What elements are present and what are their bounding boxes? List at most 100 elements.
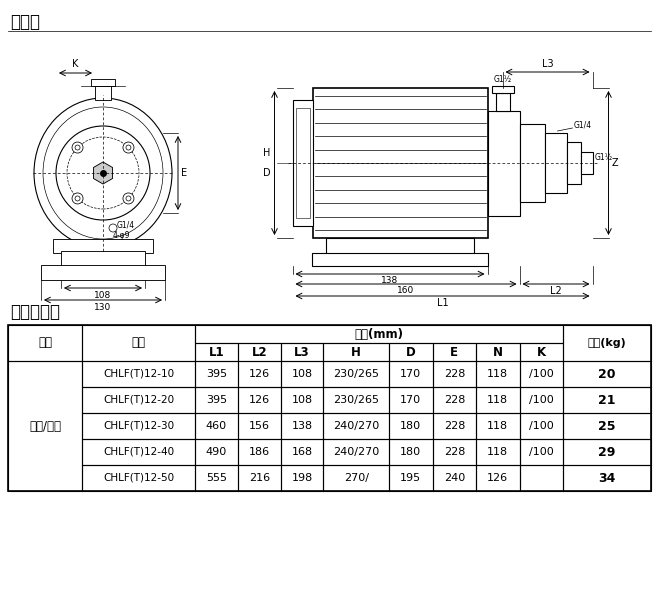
Text: L3: L3	[542, 59, 554, 69]
Text: 126: 126	[248, 395, 270, 405]
Bar	[82, 413, 195, 439]
Bar	[195, 413, 238, 439]
Bar	[195, 325, 563, 343]
Bar	[238, 387, 281, 413]
Bar	[520, 465, 563, 491]
Bar	[563, 439, 651, 465]
Text: G1½: G1½	[594, 154, 613, 162]
Bar	[324, 387, 389, 413]
Bar	[520, 413, 563, 439]
Text: CHLF(T)12-30: CHLF(T)12-30	[103, 421, 174, 431]
Circle shape	[72, 193, 83, 204]
Bar	[476, 343, 520, 361]
Text: G1½: G1½	[494, 75, 511, 83]
Bar	[238, 413, 281, 439]
Text: 180: 180	[400, 421, 421, 431]
Bar	[563, 465, 651, 491]
Text: E: E	[181, 168, 187, 178]
Bar	[476, 387, 520, 413]
Bar	[312, 253, 488, 266]
Text: L2: L2	[550, 286, 562, 296]
Bar	[82, 325, 195, 361]
Bar	[195, 439, 238, 465]
Bar	[389, 361, 432, 387]
Bar	[324, 343, 389, 361]
Text: 108: 108	[291, 395, 312, 405]
Bar	[82, 387, 195, 413]
Bar	[82, 465, 195, 491]
Text: 228: 228	[444, 395, 465, 405]
Bar	[281, 413, 324, 439]
Text: 240: 240	[444, 473, 465, 483]
Bar	[563, 325, 651, 361]
Text: L1: L1	[209, 346, 224, 359]
Bar	[563, 413, 651, 439]
Bar	[238, 361, 281, 387]
Bar	[195, 387, 238, 413]
Bar	[324, 465, 389, 491]
Text: K: K	[537, 346, 546, 359]
Text: 29: 29	[598, 446, 616, 458]
Text: G1/4: G1/4	[573, 121, 592, 130]
Bar	[519, 124, 544, 202]
Text: 4-φ9: 4-φ9	[113, 230, 130, 239]
Bar	[496, 92, 509, 110]
Text: 20: 20	[598, 367, 616, 380]
Text: 尺寸和重量: 尺寸和重量	[10, 303, 60, 321]
Bar	[61, 251, 145, 267]
Text: 三相/单相: 三相/单相	[29, 420, 61, 432]
Text: E: E	[450, 346, 459, 359]
Bar	[281, 387, 324, 413]
Bar	[432, 387, 476, 413]
Bar	[476, 361, 520, 387]
Bar	[432, 343, 476, 361]
Text: 180: 180	[400, 447, 421, 457]
Text: 216: 216	[248, 473, 270, 483]
Text: D: D	[263, 168, 270, 178]
Text: 186: 186	[248, 447, 270, 457]
Text: 240/270: 240/270	[333, 447, 380, 457]
Bar	[82, 439, 195, 465]
Circle shape	[123, 193, 134, 204]
Bar	[281, 343, 324, 361]
Circle shape	[109, 224, 117, 232]
Bar	[389, 387, 432, 413]
Bar	[389, 439, 432, 465]
Text: 尺寸(mm): 尺寸(mm)	[355, 327, 404, 341]
Bar	[476, 413, 520, 439]
Text: L3: L3	[294, 346, 310, 359]
Bar	[326, 238, 474, 254]
Text: 395: 395	[206, 369, 227, 379]
Bar	[544, 133, 567, 193]
Text: Z: Z	[612, 158, 618, 168]
Bar	[432, 439, 476, 465]
Bar	[563, 361, 651, 387]
Bar	[82, 361, 195, 387]
Text: 126: 126	[248, 369, 270, 379]
Bar	[520, 361, 563, 387]
Bar	[195, 343, 238, 361]
Text: 170: 170	[400, 369, 421, 379]
Text: 118: 118	[487, 395, 509, 405]
Bar	[389, 413, 432, 439]
Bar	[91, 79, 115, 86]
Text: 138: 138	[382, 276, 399, 285]
Text: 490: 490	[206, 447, 227, 457]
Text: 228: 228	[444, 421, 465, 431]
Text: CHLF(T)12-20: CHLF(T)12-20	[103, 395, 174, 405]
Bar	[567, 142, 581, 184]
Text: 电机: 电机	[38, 336, 52, 350]
Text: 138: 138	[291, 421, 312, 431]
Bar	[520, 439, 563, 465]
Bar	[324, 413, 389, 439]
Bar	[281, 361, 324, 387]
Text: /100: /100	[529, 395, 554, 405]
Bar	[281, 465, 324, 491]
Bar	[324, 439, 389, 465]
Bar	[581, 152, 592, 174]
Text: 170: 170	[400, 395, 421, 405]
Text: 460: 460	[206, 421, 227, 431]
Text: 230/265: 230/265	[333, 369, 379, 379]
Text: 118: 118	[487, 447, 509, 457]
Text: 118: 118	[487, 421, 509, 431]
